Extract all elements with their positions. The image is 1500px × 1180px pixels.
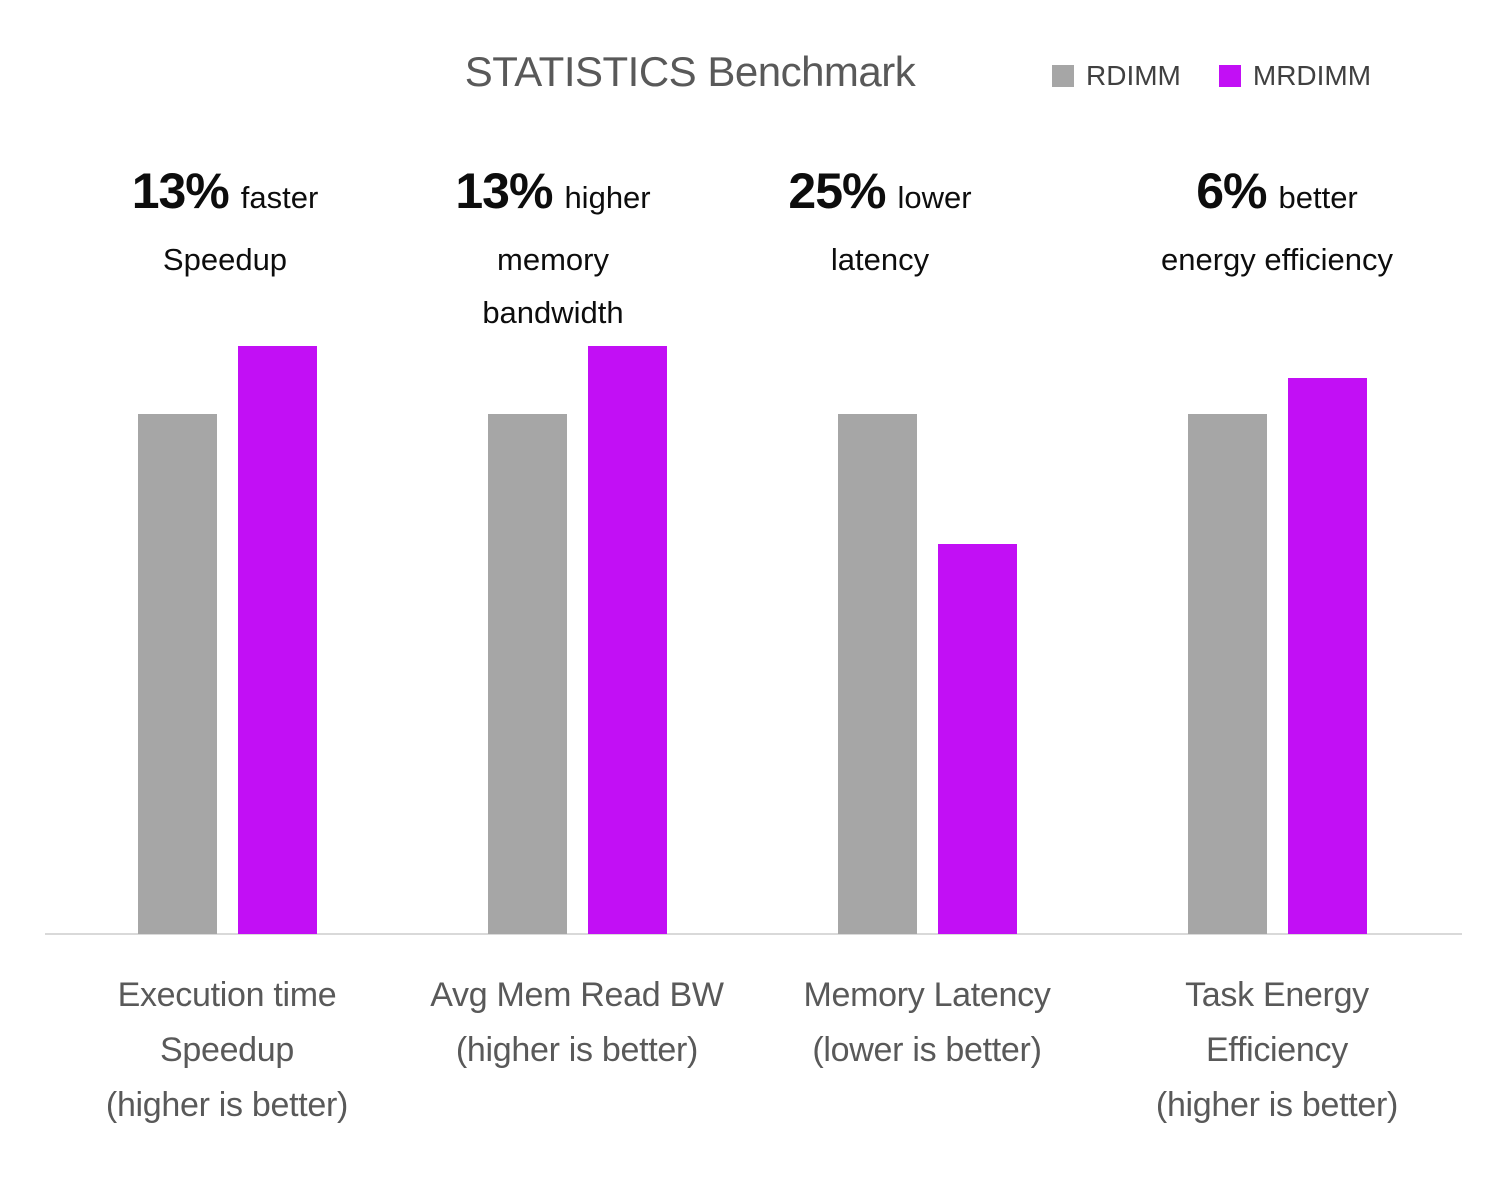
mrdimm-swatch — [1218, 65, 1241, 87]
annotation-line: bandwidth — [482, 295, 624, 330]
annotation-4: 6% better energy efficiency — [1161, 162, 1393, 286]
legend-label-mrdimm: MRDIMM — [1252, 60, 1372, 91]
category-label-line: (higher is better) — [105, 1086, 349, 1124]
category-label-line: Avg Mem Read BW — [430, 976, 724, 1014]
category-label-line: Execution time — [117, 976, 337, 1014]
annotation-percent: 13% — [131, 163, 230, 219]
legend: RDIMM MRDIMM — [1052, 60, 1371, 92]
bar-rdimm-group1 — [137, 414, 217, 934]
bar-rdimm-group3 — [837, 414, 917, 934]
bar-rdimm-group4 — [1187, 414, 1267, 934]
category-label-1: Execution time Speedup (higher is better) — [106, 968, 348, 1133]
category-label-line: Memory Latency — [803, 976, 1051, 1014]
category-label-line: (lower is better) — [812, 1031, 1042, 1069]
annotations: 13% faster Speedup 13% higher memory bandwidth… — [0, 0, 1500, 340]
annotation-line: latency — [830, 242, 930, 277]
annotation-line: energy efficiency — [1160, 242, 1394, 277]
annotation-1: 13% faster Speedup — [132, 162, 319, 286]
annotation-percent: 25% — [788, 163, 886, 219]
annotation-suffix: higher — [564, 180, 651, 215]
plot-area — [45, 346, 1462, 935]
chart-title: STATISTICS Benchmark — [464, 48, 916, 95]
legend-item-mrdimm: MRDIMM — [1218, 60, 1372, 92]
annotation-line: Speedup — [162, 242, 288, 277]
annotation-3: 25% lower latency — [788, 162, 971, 286]
category-label-4: Task Energy Efficiency (higher is better) — [1156, 968, 1398, 1133]
annotation-suffix: faster — [240, 180, 319, 215]
annotation-percent: 13% — [455, 163, 553, 219]
annotation-line: memory — [497, 242, 609, 277]
category-label-line: Efficiency — [1206, 1031, 1348, 1069]
category-label-2: Avg Mem Read BW (higher is better) — [430, 968, 724, 1078]
category-label-line: Task Energy — [1185, 976, 1369, 1014]
annotation-percent: 6% — [1196, 163, 1267, 219]
annotation-suffix: better — [1278, 180, 1358, 215]
annotation-suffix: lower — [897, 180, 972, 215]
category-label-3: Memory Latency (lower is better) — [803, 968, 1050, 1078]
bar-mrdimm-group3 — [937, 544, 1017, 934]
bar-mrdimm-group2 — [587, 346, 667, 934]
rdimm-swatch — [1052, 65, 1074, 87]
annotation-2: 13% higher memory bandwidth — [455, 162, 650, 339]
legend-item-rdimm: RDIMM — [1052, 60, 1181, 92]
legend-label-rdimm: RDIMM — [1086, 60, 1181, 91]
bar-rdimm-group2 — [487, 414, 567, 934]
category-label-line: (higher is better) — [1155, 1086, 1399, 1124]
x-axis-line — [45, 933, 1462, 935]
bar-mrdimm-group4 — [1287, 378, 1367, 934]
category-label-line: Speedup — [159, 1031, 295, 1069]
bar-mrdimm-group1 — [237, 346, 317, 934]
category-label-line: (higher is better) — [455, 1031, 699, 1069]
